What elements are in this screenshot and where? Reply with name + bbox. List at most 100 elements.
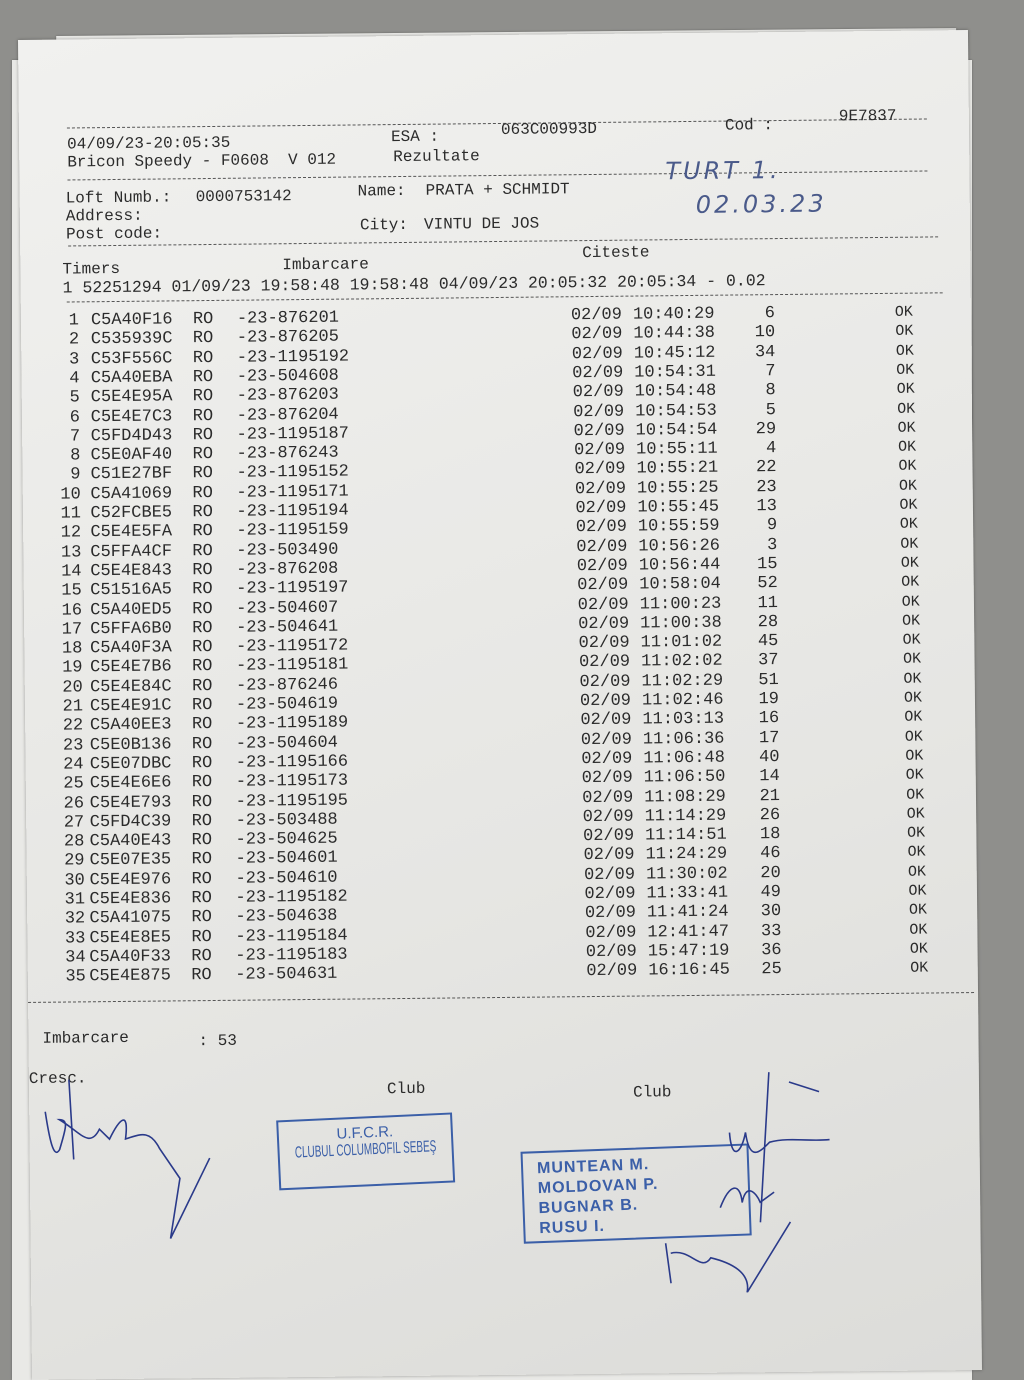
handwritten-date: 02.03.23 <box>695 189 827 219</box>
status-ok: OK <box>903 670 922 688</box>
sequence-number: 7 <box>765 361 776 382</box>
status-ok: OK <box>898 458 917 476</box>
arrival-date: 02/09 <box>582 807 634 827</box>
country-code: RO <box>191 927 212 947</box>
country-code: RO <box>192 638 213 658</box>
status-ok: OK <box>897 400 916 418</box>
arrival-date: 02/09 <box>579 691 632 712</box>
country-code: RO <box>191 946 212 967</box>
arrival-date: 02/09 <box>583 865 636 885</box>
row-number: 15 <box>61 581 82 601</box>
arrival-date: 02/09 <box>578 633 630 654</box>
chip-id: C5E4E84C <box>89 677 172 697</box>
sequence-number: 14 <box>759 767 780 787</box>
country-code: RO <box>191 734 213 754</box>
ring-number: -23-1195173 <box>235 771 349 792</box>
ring-number: -23-876205 <box>236 327 340 349</box>
arrival-time: 11:14:29 <box>644 806 727 827</box>
row-number: 14 <box>61 562 82 582</box>
arrival-date: 02/09 <box>578 653 631 673</box>
arrival-date: 02/09 <box>576 537 628 557</box>
sequence-number: 8 <box>765 381 776 401</box>
status-ok: OK <box>903 689 923 707</box>
country-code: RO <box>192 560 213 581</box>
row-number: 20 <box>62 678 83 698</box>
country-code: RO <box>192 464 214 484</box>
arrival-date: 02/09 <box>570 305 623 326</box>
country-code: RO <box>192 387 214 407</box>
chip-id: C5A41069 <box>90 484 173 504</box>
arrival-time: 15:47:19 <box>647 941 730 962</box>
sequence-number: 10 <box>754 323 776 343</box>
report-type: Rezultate <box>393 147 480 167</box>
country-code: RO <box>192 309 214 330</box>
row-number: 5 <box>69 388 80 408</box>
row-number: 1 <box>68 311 80 331</box>
country-code: RO <box>191 792 213 812</box>
arrival-date: 02/09 <box>574 479 627 499</box>
arrival-time: 10:55:25 <box>636 478 719 499</box>
row-number: 19 <box>62 658 83 678</box>
row-number: 3 <box>69 349 80 370</box>
country-code: RO <box>192 348 214 368</box>
row-number: 18 <box>61 639 83 659</box>
ring-number: -23-504619 <box>235 694 339 715</box>
sequence-number: 4 <box>766 439 777 459</box>
country-code: RO <box>191 773 213 793</box>
status-ok: OK <box>898 477 918 495</box>
sequence-number: 30 <box>760 902 782 922</box>
row-number: 30 <box>64 871 85 891</box>
row-number: 12 <box>60 523 82 543</box>
sequence-number: 45 <box>757 632 779 652</box>
country-code: RO <box>191 811 213 832</box>
results-table: 1 C5A40F16 RO -23-876201 02/09 10:40:29 6 OK 2 C5… <box>21 302 968 997</box>
arrival-time: 11:06:48 <box>643 748 726 769</box>
ring-number: -23-1195181 <box>235 655 349 677</box>
status-ok: OK <box>904 708 923 727</box>
divider <box>66 118 927 129</box>
row-number: 29 <box>64 851 85 871</box>
chip-id: C5A41075 <box>89 908 172 929</box>
arrival-time: 10:40:29 <box>632 304 715 325</box>
chip-id: C5A40F3A <box>90 638 172 659</box>
ring-number: -23-876246 <box>235 675 339 696</box>
arrival-date: 02/09 <box>585 923 637 943</box>
sequence-number: 11 <box>757 593 779 613</box>
ring-number: -23-876243 <box>236 443 339 464</box>
loft-number: 0000753142 <box>195 187 292 207</box>
status-ok: OK <box>897 419 916 437</box>
arrival-date: 02/09 <box>571 324 623 345</box>
arrival-date: 02/09 <box>583 826 635 847</box>
arrival-date: 02/09 <box>585 942 637 962</box>
country-code: RO <box>192 618 213 639</box>
chip-id: C5E4E976 <box>89 870 172 890</box>
sequence-number: 40 <box>759 747 780 768</box>
row-number: 4 <box>69 369 80 389</box>
arrival-time: 10:54:31 <box>634 362 716 383</box>
country-code: RO <box>192 329 214 349</box>
sequence-number: 25 <box>761 960 782 980</box>
arrival-time: 11:06:50 <box>643 767 726 788</box>
imbarcare-header: Imbarcare <box>282 255 369 275</box>
city-label: City: <box>359 215 409 235</box>
country-code: RO <box>191 715 213 735</box>
ring-number: -23-1195184 <box>235 926 348 947</box>
ring-number: -23-504638 <box>235 906 338 928</box>
sequence-number: 26 <box>759 805 781 826</box>
ring-number: -23-1195195 <box>235 791 349 812</box>
sequence-number: 33 <box>760 921 782 941</box>
chip-id: C5FFA4CF <box>90 542 173 562</box>
chip-id: C5E07E35 <box>89 850 172 871</box>
cod-value: 9E7837 <box>838 106 897 126</box>
arrival-date: 02/09 <box>580 730 632 750</box>
sequence-number: 21 <box>759 786 781 806</box>
arrival-time: 10:55:45 <box>637 497 720 518</box>
status-ok: OK <box>896 361 915 379</box>
status-ok: OK <box>900 535 919 553</box>
ring-number: -23-1195152 <box>236 462 349 484</box>
status-ok: OK <box>902 631 921 649</box>
arrival-time: 11:03:13 <box>642 709 725 730</box>
arrival-time: 10:55:59 <box>637 516 720 537</box>
sequence-number: 49 <box>760 883 782 903</box>
chip-id: C5FD4C39 <box>89 812 172 833</box>
